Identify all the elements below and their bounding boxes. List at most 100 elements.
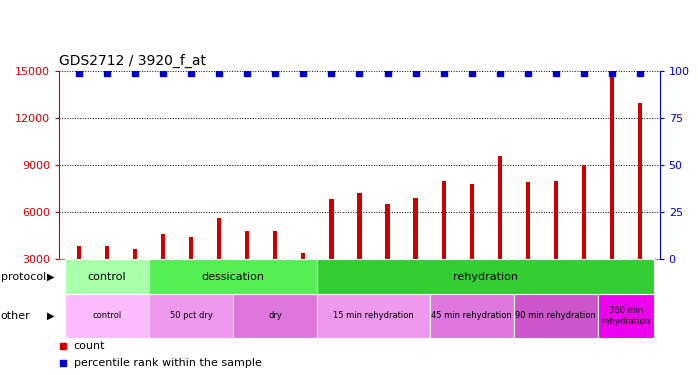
Bar (290, 259, 318, 319)
Point (382, 70, 393, 76)
Point (158, 70, 169, 76)
Point (494, 70, 505, 76)
Bar (318, 294, 429, 338)
Bar (93, 259, 121, 319)
Bar (177, 259, 205, 319)
Bar (514, 259, 542, 319)
Bar (470, 184, 474, 306)
Text: GSM21642: GSM21642 (131, 262, 140, 307)
Text: GSM21659: GSM21659 (607, 262, 616, 307)
Text: GSM21654: GSM21654 (467, 262, 476, 307)
Bar (233, 259, 261, 319)
Bar (346, 259, 373, 319)
Text: GSM21644: GSM21644 (186, 262, 195, 307)
Text: GSM21656: GSM21656 (524, 262, 533, 307)
Bar (581, 165, 586, 306)
Bar (542, 259, 570, 319)
Point (354, 70, 365, 76)
Bar (554, 181, 558, 306)
Bar (413, 198, 417, 306)
Text: GSM21640: GSM21640 (75, 262, 84, 307)
Text: 45 min rehydration: 45 min rehydration (431, 311, 512, 320)
Text: GSM21660: GSM21660 (635, 262, 644, 307)
Point (410, 70, 421, 76)
Point (298, 70, 309, 76)
Bar (318, 259, 346, 319)
Text: GSM21641: GSM21641 (103, 262, 112, 307)
Bar (189, 237, 193, 306)
Text: dry: dry (269, 311, 282, 320)
Text: 50 pct dry: 50 pct dry (170, 311, 213, 320)
Bar (205, 259, 233, 319)
Text: GSM21658: GSM21658 (579, 262, 588, 307)
Point (466, 70, 477, 76)
Text: GSM21647: GSM21647 (271, 262, 280, 307)
Bar (429, 259, 458, 319)
Point (242, 70, 253, 76)
Point (73, 70, 84, 76)
Bar (610, 71, 614, 306)
Text: 360 min
rehydration: 360 min rehydration (602, 306, 651, 326)
Text: GSM21655: GSM21655 (495, 262, 504, 307)
Bar (133, 249, 138, 306)
Text: GSM21643: GSM21643 (158, 262, 168, 307)
Bar (273, 231, 277, 306)
Text: control: control (92, 311, 121, 320)
Bar (121, 259, 149, 319)
Bar (65, 294, 149, 338)
Bar (149, 294, 233, 338)
Bar (217, 218, 221, 306)
Text: GSM21652: GSM21652 (411, 262, 420, 307)
Bar (105, 246, 109, 306)
Bar (161, 234, 165, 306)
Bar (77, 246, 81, 306)
Text: other: other (1, 311, 31, 321)
Bar (245, 231, 249, 306)
Bar (514, 294, 598, 338)
Text: ▶: ▶ (47, 272, 55, 282)
Bar (570, 259, 598, 319)
Bar (357, 193, 362, 306)
Point (186, 70, 197, 76)
Bar (149, 259, 318, 294)
Text: count: count (74, 341, 105, 351)
Bar (401, 259, 429, 319)
Point (522, 70, 533, 76)
Bar (329, 200, 334, 306)
Bar (65, 259, 93, 319)
Bar (318, 259, 654, 294)
Bar (498, 156, 502, 306)
Point (438, 70, 450, 76)
Text: GSM21651: GSM21651 (383, 262, 392, 307)
Point (326, 70, 337, 76)
Bar (526, 182, 530, 306)
Text: 90 min rehydration: 90 min rehydration (515, 311, 596, 320)
Point (214, 70, 225, 76)
Text: protocol: protocol (1, 272, 46, 282)
Text: percentile rank within the sample: percentile rank within the sample (74, 358, 262, 368)
Text: GSM21645: GSM21645 (215, 262, 224, 307)
Bar (302, 252, 306, 306)
Text: dessication: dessication (202, 272, 265, 282)
Text: GSM21648: GSM21648 (299, 262, 308, 307)
Bar (65, 259, 149, 294)
Bar (458, 259, 486, 319)
Bar (385, 204, 389, 306)
Bar (149, 259, 177, 319)
Bar (638, 102, 642, 306)
Point (607, 70, 618, 76)
Point (269, 70, 281, 76)
Text: GDS2712 / 3920_f_at: GDS2712 / 3920_f_at (59, 53, 207, 68)
Text: GSM21646: GSM21646 (243, 262, 252, 307)
Point (101, 70, 112, 76)
Bar (442, 181, 446, 306)
Bar (261, 259, 290, 319)
Text: GSM21649: GSM21649 (327, 262, 336, 307)
Point (130, 70, 141, 76)
Bar (429, 294, 514, 338)
Bar (626, 259, 654, 319)
Point (578, 70, 589, 76)
Bar (598, 259, 626, 319)
Bar (373, 259, 401, 319)
Text: GSM21657: GSM21657 (551, 262, 560, 307)
